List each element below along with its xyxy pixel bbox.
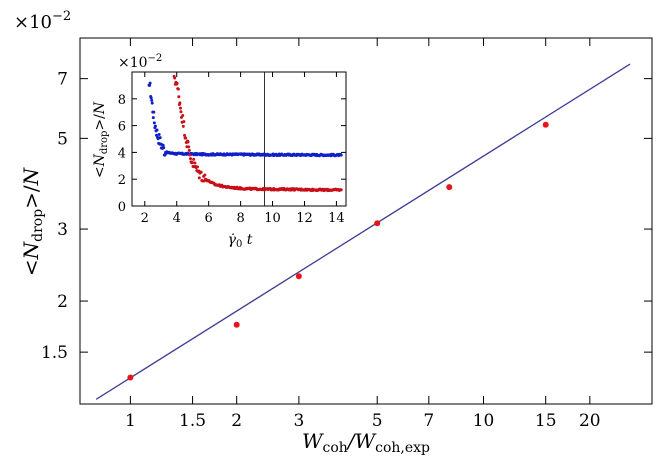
inset-x-axis-label: γ̇0 t	[228, 232, 253, 250]
main-x-tick-label: 7	[423, 411, 434, 431]
main-data-point	[542, 121, 549, 128]
inset-x-tick-label: 2	[141, 211, 149, 226]
main-x-tick-label: 2	[231, 411, 242, 431]
inset-data-point-red	[187, 148, 191, 152]
inset-y-tick-label: 4	[118, 146, 126, 161]
inset-y-tick-label: 8	[118, 93, 126, 108]
inset-data-point-red	[339, 188, 343, 192]
inset-x-tick-label: 14	[328, 211, 345, 226]
inset-x-tick-label: 8	[236, 211, 244, 226]
inset-data-point-blue	[161, 143, 165, 147]
inset-x-tick-label: 12	[296, 211, 313, 226]
inset-data-point-red	[187, 145, 191, 149]
inset-x-tick-label: 6	[205, 211, 213, 226]
main-data-point	[374, 220, 381, 227]
inset-data-point-blue	[155, 128, 159, 132]
inset-data-point-red	[178, 101, 182, 105]
inset-data-point-red	[193, 161, 197, 165]
inset-data-point-red	[188, 157, 192, 161]
main-y-tick-label: 3	[57, 220, 68, 240]
main-x-tick-label: 1	[125, 411, 136, 431]
inset-data-point-red	[177, 95, 181, 99]
inset-background	[132, 72, 346, 206]
inset-data-point-blue	[158, 136, 162, 140]
inset-data-point-blue	[150, 101, 154, 105]
main-y-tick-label: 2	[57, 292, 68, 312]
inset-data-point-red	[182, 120, 186, 124]
inset-data-point-red	[181, 124, 185, 128]
inset-points	[147, 74, 343, 193]
main-x-tick-label: 20	[579, 411, 601, 431]
inset-data-point-blue	[148, 81, 152, 85]
main-plot-frame	[79, 37, 653, 405]
inset-data-point-blue	[149, 96, 153, 100]
main-x-tick-label: 10	[473, 411, 495, 431]
inset-data-point-blue	[150, 98, 154, 102]
inset-data-point-red	[184, 136, 188, 140]
inset-y-tick-label: 6	[118, 120, 126, 135]
inset-data-point-red	[186, 140, 190, 144]
inset-data-point-blue	[151, 116, 155, 120]
main-y-axis-label: <Ndrop>/N	[19, 166, 46, 276]
inset-x-tick-label: 10	[264, 211, 281, 226]
main-data-point	[127, 374, 134, 381]
main-data-point	[295, 273, 302, 280]
inset-data-point-red	[203, 173, 207, 177]
inset-data-point-red	[178, 106, 182, 110]
inset-data-point-red	[195, 165, 199, 169]
inset-data-point-blue	[157, 132, 161, 136]
inset-data-point-blue	[162, 146, 166, 150]
inset-data-point-blue	[153, 124, 157, 128]
main-y-tick-label: 1.5	[41, 343, 68, 363]
inset-data-point-blue	[152, 121, 156, 125]
inset-data-point-red	[197, 176, 201, 180]
inset-data-point-red	[192, 157, 196, 161]
inset-data-point-red	[190, 160, 194, 164]
main-x-tick-label: 3	[293, 411, 304, 431]
main-fit-line	[95, 63, 631, 400]
inset-y-tick-label: 2	[118, 173, 126, 188]
inset-exponent-label: ×10−2	[118, 53, 162, 71]
inset-x-tick-label: 4	[173, 211, 181, 226]
inset-y-axis-label: <Ndrop>/N	[92, 101, 110, 178]
main-x-tick-label: 5	[372, 411, 383, 431]
inset-plot-frame	[131, 71, 347, 207]
inset-data-point-red	[181, 114, 185, 118]
main-x-axis-label: Wcoh/Wcoh,exp	[302, 429, 430, 456]
inset-data-point-red	[179, 110, 183, 114]
inset-data-point-blue	[339, 153, 343, 157]
inset-data-point-red	[175, 81, 179, 85]
inset-y-tick-label: 0	[118, 200, 126, 215]
main-x-tick-label: 1.5	[179, 411, 206, 431]
inset-data-point-red	[176, 87, 180, 91]
inset-data-point-red	[188, 153, 192, 157]
main-points	[127, 121, 549, 381]
inset-data-point-red	[173, 76, 177, 80]
main-y-tick-label: 5	[57, 129, 68, 149]
main-x-tick-label: 15	[535, 411, 557, 431]
main-data-point	[446, 184, 453, 191]
inset-data-point-red	[199, 170, 203, 174]
inset-data-point-blue	[152, 110, 156, 114]
inset-data-point-red	[183, 133, 187, 137]
main-exponent-label: ×10−2	[14, 9, 71, 33]
main-y-tick-label: 7	[57, 70, 68, 90]
main-data-point	[233, 321, 240, 328]
